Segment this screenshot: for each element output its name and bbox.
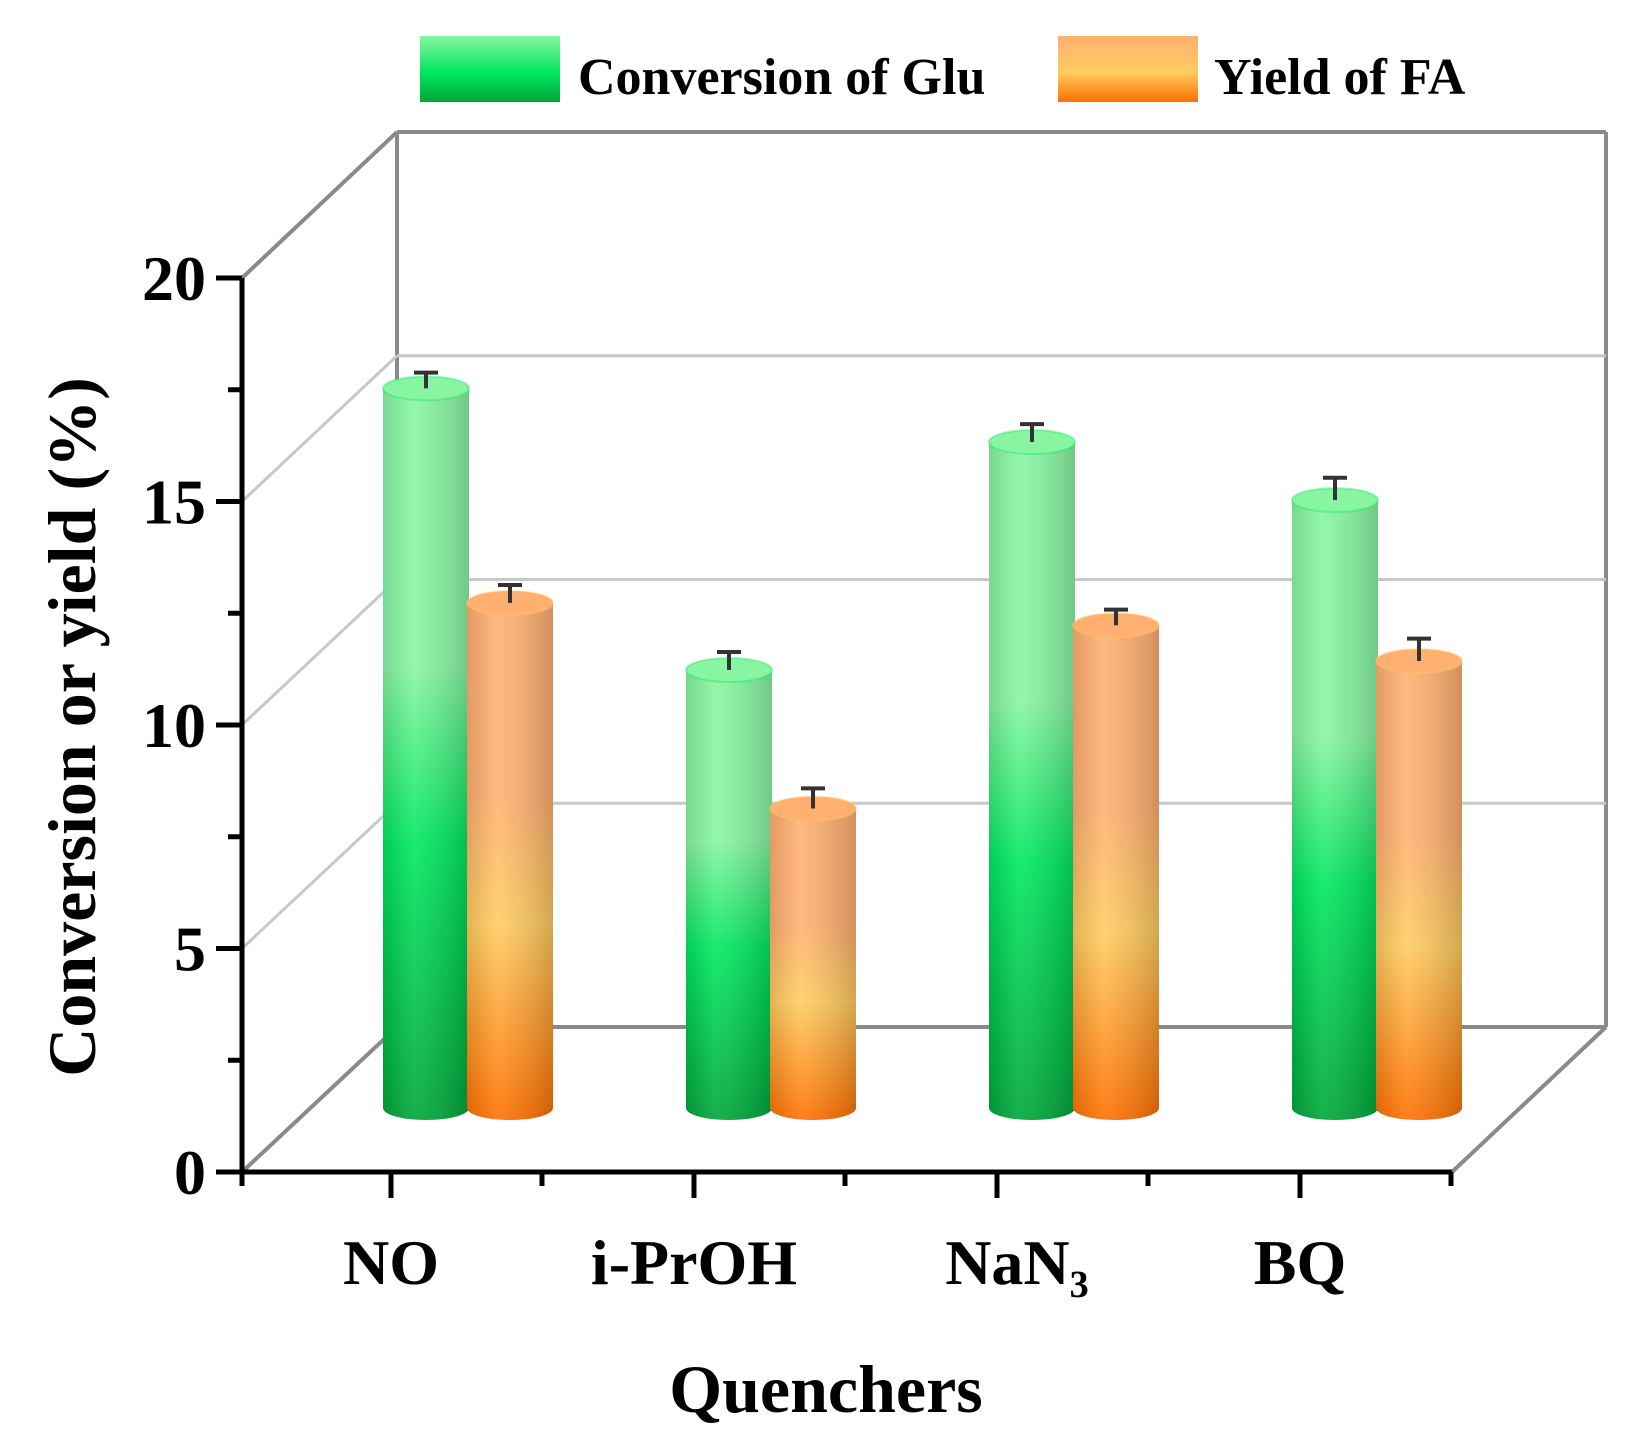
top-depth-edge xyxy=(240,130,399,280)
legend-label-conversion: Conversion of Glu xyxy=(578,49,985,106)
legend-swatch-conversion xyxy=(420,36,560,102)
y-tick-label: 10 xyxy=(142,690,206,761)
legend-swatch-yield xyxy=(1058,36,1198,102)
y-tick-label: 15 xyxy=(142,467,206,538)
x-axis-title: Quenchers xyxy=(669,1351,983,1427)
bar-yield-1 xyxy=(769,786,857,1120)
legend-label-yield: Yield of FA xyxy=(1214,49,1466,106)
y-tick-label: 0 xyxy=(174,1137,206,1208)
x-tick-label: i-PrOH xyxy=(591,1227,797,1298)
gridline-side xyxy=(240,802,399,950)
bar-shade xyxy=(1376,661,1462,1120)
bar-yield-0 xyxy=(466,583,554,1120)
bars xyxy=(382,370,1463,1121)
axes: 0 5 10 15 20 NO i-PrOH NaN₃ BQ xyxy=(142,243,1454,1298)
bar-yield-3 xyxy=(1375,636,1463,1120)
bar-shade xyxy=(1292,500,1378,1121)
floor-left-edge xyxy=(240,1025,399,1174)
floor-right-edge xyxy=(1450,1025,1608,1174)
bar-conversion-3 xyxy=(1291,475,1379,1121)
gridline-side xyxy=(240,354,399,503)
bar-conversion-1 xyxy=(685,650,773,1120)
plot-frame xyxy=(240,130,1608,1174)
bar-yield-2 xyxy=(1072,607,1160,1120)
bar-conversion-2 xyxy=(988,422,1076,1121)
x-tick-label: NaN₃ xyxy=(945,1227,1089,1298)
legend: Conversion of Glu Yield of FA xyxy=(420,36,1466,106)
y-axis-title: Conversion or yield (%) xyxy=(34,377,110,1077)
gridline-side xyxy=(240,578,399,727)
bar-shade xyxy=(770,808,856,1120)
bar-shade xyxy=(467,602,553,1120)
bar-shade xyxy=(383,388,469,1121)
x-tick-label: BQ xyxy=(1254,1227,1346,1298)
bar-conversion-0 xyxy=(382,370,470,1121)
bar-shade xyxy=(1073,625,1159,1120)
bar-shade xyxy=(989,441,1075,1121)
bar-shade xyxy=(686,669,772,1120)
y-tick-label: 20 xyxy=(142,243,206,314)
y-tick-label: 5 xyxy=(174,914,206,985)
x-tick-label: NO xyxy=(343,1227,439,1298)
